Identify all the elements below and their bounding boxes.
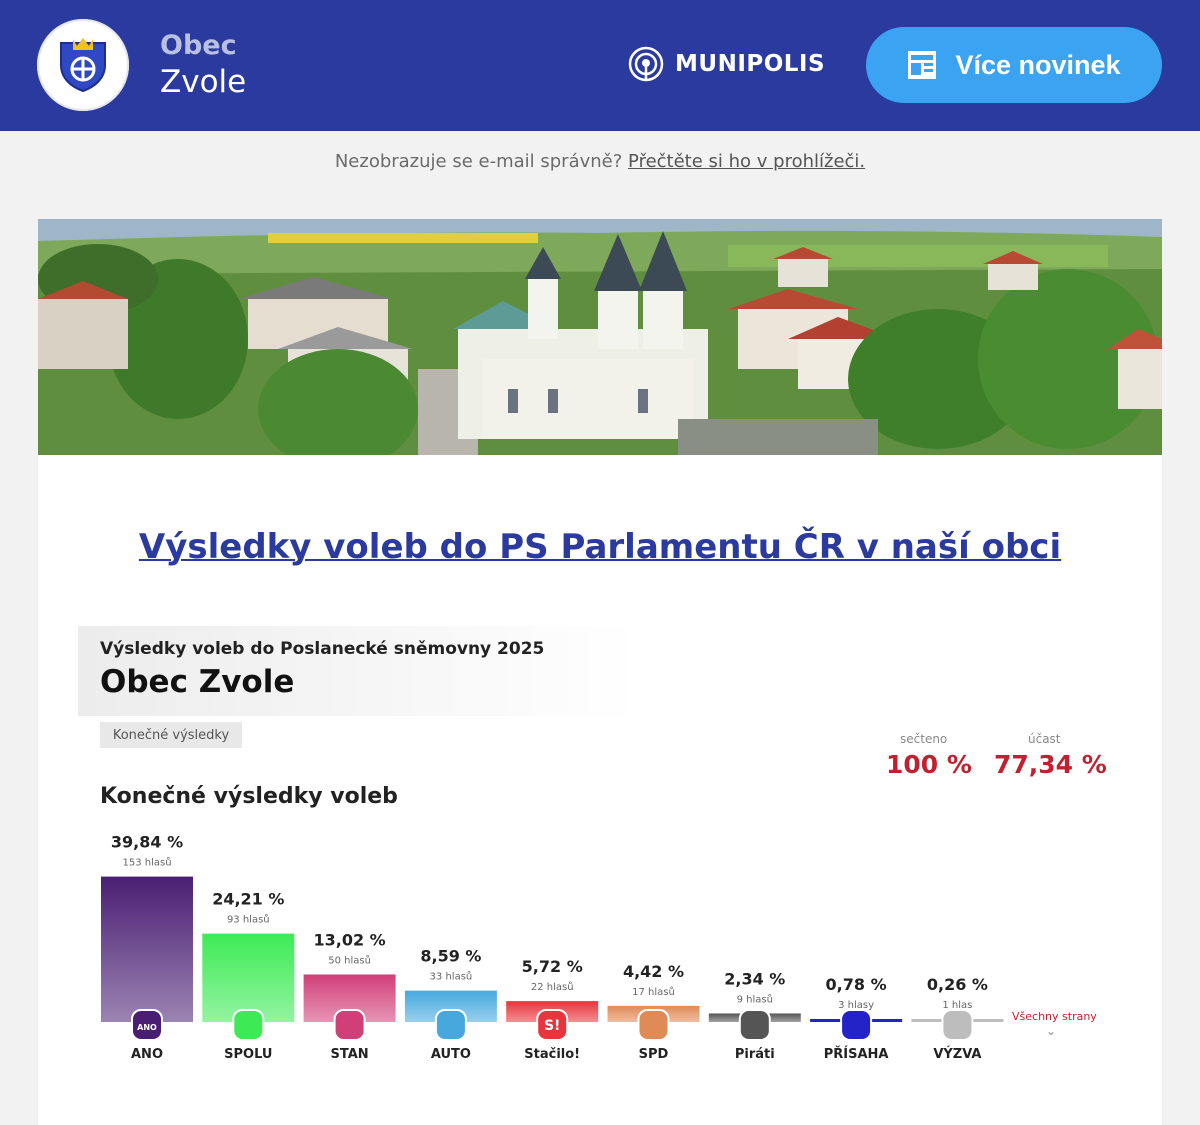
party-logo-5 — [637, 1009, 670, 1041]
party-name-1: SPOLU — [224, 1047, 272, 1062]
value-label-2: 13,02 % — [313, 930, 385, 949]
votes-label-0: 153 hlasů — [122, 857, 171, 869]
results-bar-chart: 39,84 % 153 hlasů ANO ANO 24,21 % 93 hlasů SPO… — [101, 833, 1004, 1062]
broadcast-icon — [628, 46, 664, 82]
party-name-3: AUTO — [431, 1047, 471, 1062]
party-logo-0 — [131, 1009, 163, 1041]
party-logo-4 — [536, 1009, 569, 1041]
votes-label-3: 33 hlasů — [430, 971, 473, 983]
town-name: Zvole — [160, 64, 247, 100]
party-logo-1 — [232, 1009, 265, 1041]
value-label-8: 0,26 % — [927, 975, 988, 994]
turnout-value: 77,34 % — [994, 750, 1107, 779]
election-town: Obec Zvole — [100, 664, 295, 700]
party-logo-8 — [941, 1009, 974, 1041]
value-label-1: 24,21 % — [212, 890, 284, 909]
town-prefix: Obec — [160, 30, 237, 61]
header-bar: Obec Zvole MUNIPOLIS Více novinek — [0, 0, 1200, 131]
party-logo-6 — [738, 1009, 771, 1041]
party-logo-text-4: S! — [544, 1018, 560, 1034]
coat-of-arms-icon — [60, 38, 106, 93]
party-name-4: Stačilo! — [524, 1047, 580, 1062]
email-notice: Nezobrazuje se e-mail správně? Přečtěte … — [0, 151, 1200, 172]
munipolis-brand[interactable]: MUNIPOLIS — [627, 44, 825, 84]
party-name-0: ANO — [131, 1047, 163, 1062]
party-logo-text-0: ANO — [137, 1023, 157, 1032]
votes-label-8: 1 hlas — [942, 1000, 972, 1011]
chevron-down-icon[interactable]: ⌄ — [1046, 1024, 1057, 1038]
bar-0 — [101, 876, 193, 1022]
town-logo[interactable] — [37, 19, 129, 111]
votes-label-6: 9 hlasů — [737, 993, 773, 1005]
party-logo-2 — [333, 1009, 366, 1041]
election-results-card: Výsledky voleb do Poslanecké sněmovny 20… — [78, 626, 1122, 1096]
newsletter-content: Výsledky voleb do PS Parlamentu ČR v naš… — [38, 219, 1162, 1125]
election-subtitle: Výsledky voleb do Poslanecké sněmovny 20… — [100, 639, 545, 659]
newspaper-icon — [908, 51, 937, 79]
final-results-badge: Konečné výsledky — [100, 722, 242, 748]
article-title[interactable]: Výsledky voleb do PS Parlamentu ČR v naš… — [38, 527, 1162, 567]
party-logo-3 — [434, 1009, 467, 1041]
value-label-0: 39,84 % — [111, 833, 183, 852]
village-church-photo — [38, 219, 1162, 455]
value-label-6: 2,34 % — [724, 969, 785, 988]
value-label-7: 0,78 % — [826, 975, 887, 994]
party-name-8: VÝZVA — [933, 1046, 981, 1062]
hero-image — [38, 219, 1162, 455]
notice-text: Nezobrazuje se e-mail správně? — [334, 151, 623, 172]
more-news-button[interactable]: Více novinek — [866, 27, 1162, 103]
party-name-5: SPD — [639, 1047, 669, 1062]
all-parties-link[interactable]: Všechny strany — [1012, 1010, 1097, 1023]
value-label-5: 4,42 % — [623, 962, 684, 981]
browser-view-link[interactable]: Přečtěte si ho v prohlížeči. — [628, 151, 866, 172]
results-heading: Konečné výsledky voleb — [100, 784, 398, 809]
votes-label-5: 17 hlasů — [632, 986, 675, 998]
brand-name: MUNIPOLIS — [675, 51, 826, 77]
party-name-6: Piráti — [735, 1047, 775, 1062]
party-name-2: STAN — [331, 1047, 369, 1062]
bar-1 — [202, 933, 295, 1022]
turnout-label: účast — [1028, 732, 1061, 746]
counted-label: sečteno — [900, 732, 948, 746]
votes-label-7: 3 hlasy — [838, 1000, 874, 1011]
party-name-7: PŘÍSAHA — [824, 1046, 889, 1062]
counted-value: 100 % — [886, 750, 972, 779]
header-strip — [78, 626, 638, 716]
article-title-link[interactable]: Výsledky voleb do PS Parlamentu ČR v naš… — [138, 527, 1062, 567]
value-label-4: 5,72 % — [522, 957, 583, 976]
more-news-label: Více novinek — [955, 49, 1121, 80]
votes-label-2: 50 hlasů — [328, 954, 371, 966]
votes-label-4: 22 hlasů — [531, 981, 574, 993]
value-label-3: 8,59 % — [420, 947, 481, 966]
votes-label-1: 93 hlasů — [227, 914, 270, 926]
party-logo-7 — [840, 1009, 873, 1041]
